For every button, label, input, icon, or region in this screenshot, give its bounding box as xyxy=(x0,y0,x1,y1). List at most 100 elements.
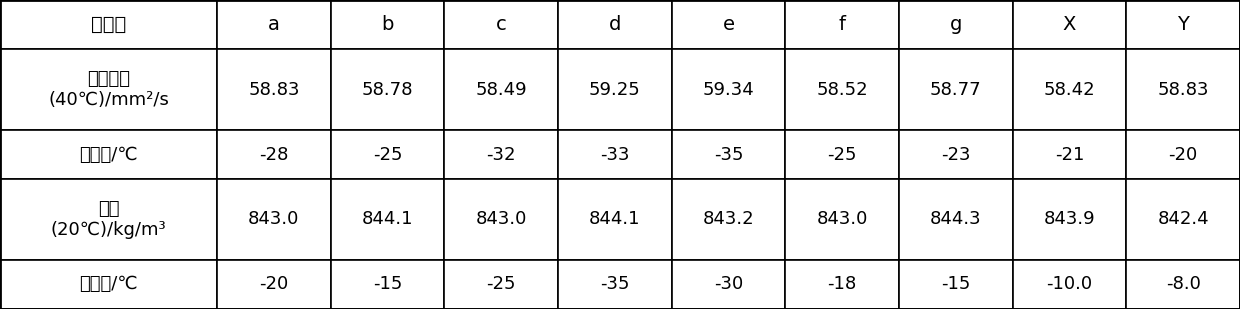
Bar xyxy=(672,179,785,260)
Bar xyxy=(444,260,558,309)
Bar xyxy=(0,130,217,179)
Text: 844.1: 844.1 xyxy=(589,210,641,228)
Bar xyxy=(899,179,1013,260)
Text: 843.9: 843.9 xyxy=(1044,210,1095,228)
Bar xyxy=(217,130,331,179)
Text: 843.0: 843.0 xyxy=(248,210,300,228)
Bar xyxy=(558,130,672,179)
Bar xyxy=(785,49,899,130)
Bar xyxy=(1013,130,1126,179)
Text: -35: -35 xyxy=(714,146,743,163)
Bar xyxy=(1126,130,1240,179)
Bar xyxy=(558,179,672,260)
Text: 58.78: 58.78 xyxy=(362,81,413,99)
Bar xyxy=(331,49,444,130)
Text: 844.1: 844.1 xyxy=(362,210,413,228)
Bar xyxy=(1013,179,1126,260)
Text: -15: -15 xyxy=(373,276,402,294)
Text: 59.25: 59.25 xyxy=(589,81,641,99)
Bar xyxy=(331,260,444,309)
Bar xyxy=(558,260,672,309)
Text: -25: -25 xyxy=(373,146,402,163)
Text: 58.83: 58.83 xyxy=(1157,81,1209,99)
Bar xyxy=(1126,49,1240,130)
Bar xyxy=(444,0,558,49)
Bar xyxy=(0,49,217,130)
Text: X: X xyxy=(1063,15,1076,34)
Text: -21: -21 xyxy=(1055,146,1084,163)
Bar xyxy=(1126,0,1240,49)
Bar xyxy=(1013,49,1126,130)
Text: 59.34: 59.34 xyxy=(703,81,754,99)
Text: -20: -20 xyxy=(259,276,289,294)
Bar xyxy=(0,0,217,49)
Text: 58.77: 58.77 xyxy=(930,81,982,99)
Text: f: f xyxy=(838,15,846,34)
Bar xyxy=(331,0,444,49)
Text: 却化剂: 却化剂 xyxy=(91,15,126,34)
Text: -8.0: -8.0 xyxy=(1166,276,1200,294)
Text: 运动粘度
(40℃)/mm²/s: 运动粘度 (40℃)/mm²/s xyxy=(48,70,169,109)
Text: -30: -30 xyxy=(714,276,743,294)
Text: 倾　点/℃: 倾 点/℃ xyxy=(79,146,138,163)
Bar xyxy=(217,179,331,260)
Text: 58.42: 58.42 xyxy=(1044,81,1095,99)
Bar xyxy=(1126,260,1240,309)
Text: 843.0: 843.0 xyxy=(475,210,527,228)
Bar xyxy=(558,49,672,130)
Bar xyxy=(217,260,331,309)
Bar xyxy=(558,0,672,49)
Bar xyxy=(785,179,899,260)
Text: -15: -15 xyxy=(941,276,971,294)
Text: 浊　点/℃: 浊 点/℃ xyxy=(79,276,138,294)
Text: Y: Y xyxy=(1177,15,1189,34)
Text: c: c xyxy=(496,15,507,34)
Bar xyxy=(217,0,331,49)
Text: 58.83: 58.83 xyxy=(248,81,300,99)
Text: -18: -18 xyxy=(827,276,857,294)
Bar xyxy=(899,130,1013,179)
Text: 842.4: 842.4 xyxy=(1157,210,1209,228)
Text: 58.52: 58.52 xyxy=(816,81,868,99)
Text: b: b xyxy=(382,15,393,34)
Text: 843.2: 843.2 xyxy=(703,210,754,228)
Bar xyxy=(672,49,785,130)
Text: -25: -25 xyxy=(827,146,857,163)
Bar xyxy=(785,0,899,49)
Bar xyxy=(331,179,444,260)
Bar xyxy=(899,260,1013,309)
Text: -20: -20 xyxy=(1168,146,1198,163)
Bar xyxy=(672,130,785,179)
Bar xyxy=(217,49,331,130)
Text: 843.0: 843.0 xyxy=(816,210,868,228)
Bar xyxy=(0,260,217,309)
Bar xyxy=(0,179,217,260)
Text: e: e xyxy=(723,15,734,34)
Bar xyxy=(1126,179,1240,260)
Bar xyxy=(444,49,558,130)
Bar xyxy=(1013,0,1126,49)
Text: -23: -23 xyxy=(941,146,971,163)
Text: -28: -28 xyxy=(259,146,289,163)
Text: 844.3: 844.3 xyxy=(930,210,982,228)
Bar xyxy=(331,130,444,179)
Text: -25: -25 xyxy=(486,276,516,294)
Text: -32: -32 xyxy=(486,146,516,163)
Bar xyxy=(444,130,558,179)
Bar xyxy=(444,179,558,260)
Text: d: d xyxy=(609,15,621,34)
Bar xyxy=(1013,260,1126,309)
Bar xyxy=(899,0,1013,49)
Text: 58.49: 58.49 xyxy=(475,81,527,99)
Bar xyxy=(672,0,785,49)
Text: 密度
(20℃)/kg/m³: 密度 (20℃)/kg/m³ xyxy=(51,200,166,239)
Bar xyxy=(899,49,1013,130)
Bar xyxy=(785,130,899,179)
Text: -33: -33 xyxy=(600,146,630,163)
Bar xyxy=(785,260,899,309)
Text: -35: -35 xyxy=(600,276,630,294)
Text: -10.0: -10.0 xyxy=(1047,276,1092,294)
Text: a: a xyxy=(268,15,280,34)
Bar xyxy=(672,260,785,309)
Text: g: g xyxy=(950,15,962,34)
